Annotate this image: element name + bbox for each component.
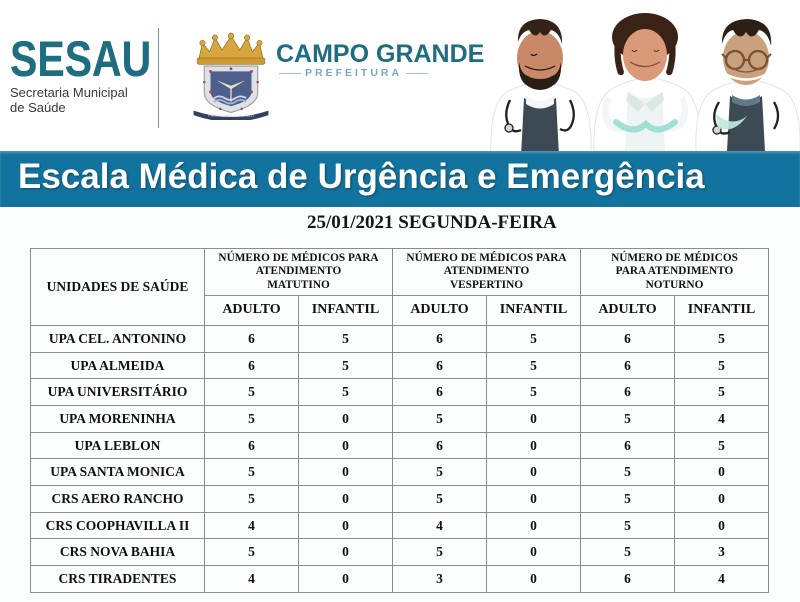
svg-text:PROGREDIOR ET FLOREO: PROGREDIOR ET FLOREO	[208, 114, 254, 118]
